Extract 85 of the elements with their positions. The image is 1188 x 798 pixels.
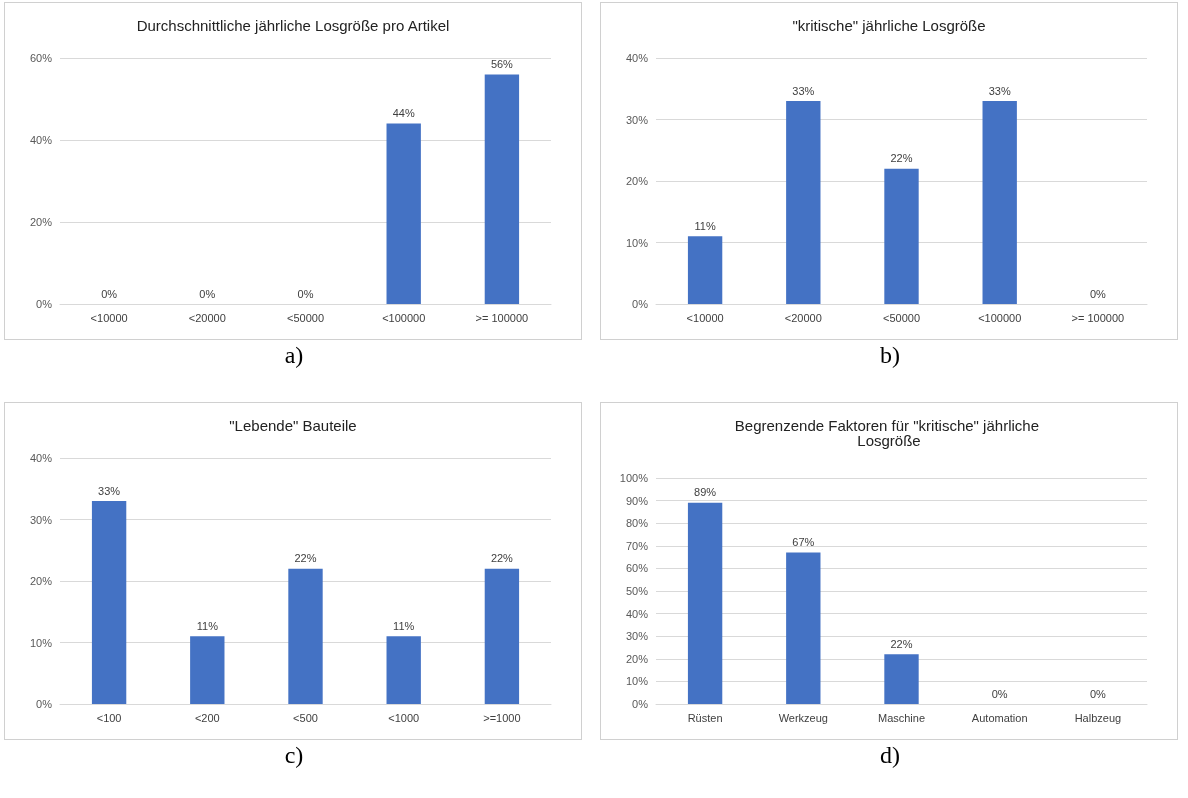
bar [386, 636, 421, 704]
bar [786, 101, 821, 304]
data-label: 89% [694, 486, 717, 499]
x-tick-label: <50000 [286, 311, 325, 324]
x-tick-label: <20000 [188, 311, 226, 324]
y-tick-label: 30% [29, 513, 53, 526]
x-tick-label: >=1000 [483, 711, 521, 724]
chart-title: "Lebende" Bauteile [229, 417, 357, 434]
data-label: 22% [294, 552, 317, 565]
y-tick-label: 30% [625, 630, 649, 643]
data-label: 0% [991, 687, 1008, 700]
data-label: 67% [792, 536, 815, 549]
x-tick-label: >= 100000 [1071, 311, 1125, 324]
y-tick-label: 20% [29, 575, 53, 587]
y-tick-label: 20% [625, 652, 649, 665]
x-tick-label: Automation [971, 711, 1028, 724]
bar [884, 654, 919, 704]
data-label: 0% [199, 287, 216, 300]
y-tick-label: 40% [29, 134, 53, 146]
data-label: 33% [98, 484, 121, 497]
y-tick-label: 10% [625, 236, 649, 249]
y-tick-label: 20% [29, 216, 53, 228]
x-tick-label: <10000 [90, 311, 128, 324]
data-label: 0% [101, 287, 118, 300]
y-tick-label: 70% [625, 539, 649, 552]
x-tick-label: <20000 [784, 311, 822, 324]
y-tick-label: 0% [632, 698, 649, 710]
bar [786, 552, 821, 704]
bar [91, 501, 127, 704]
x-tick-label: Maschine [877, 711, 926, 724]
text: d) [879, 742, 901, 769]
x-tick-label: <100 [96, 711, 122, 724]
text: b) [879, 342, 901, 369]
y-tick-label: 80% [625, 517, 649, 530]
x-tick-label: <50000 [882, 311, 921, 324]
data-label: 11% [393, 619, 415, 632]
y-tick-label: 60% [29, 52, 53, 64]
y-tick-label: 10% [625, 675, 649, 688]
bar [687, 236, 723, 304]
data-label: 0% [297, 287, 314, 300]
x-tick-label: <1000 [388, 711, 420, 724]
x-tick-label: <200 [194, 711, 220, 724]
x-tick-label: Halbzeug [1074, 711, 1122, 724]
chart-title: "kritische" jährliche Losgröße [792, 17, 986, 34]
y-tick-label: 0% [632, 298, 649, 310]
data-label: 22% [490, 552, 514, 565]
y-tick-label: 30% [625, 113, 649, 126]
y-tick-label: 0% [36, 698, 53, 710]
text: a) [283, 342, 305, 369]
y-tick-label: 40% [625, 607, 649, 620]
data-label: 22% [890, 637, 913, 650]
y-tick-label: 90% [625, 494, 649, 507]
y-tick-label: 20% [625, 175, 649, 187]
y-tick-label: 50% [625, 585, 649, 597]
text: c) [283, 742, 305, 769]
y-tick-label: 60% [625, 562, 649, 575]
data-label: 33% [988, 84, 1011, 97]
data-label: 11% [694, 219, 716, 232]
data-label: 56% [490, 57, 514, 70]
bar [884, 168, 919, 304]
bar [484, 568, 520, 704]
data-label: 44% [392, 107, 415, 120]
data-label: 22% [890, 152, 913, 165]
bar [190, 636, 225, 704]
chart-title: Durchschnittliche jährliche Losgröße pro Artikel [136, 17, 450, 34]
y-tick-label: 40% [29, 452, 53, 464]
y-tick-label: 40% [625, 52, 649, 64]
x-tick-label: Werkzeug [778, 711, 828, 724]
y-tick-label: 0% [36, 298, 53, 310]
data-label: 0% [1089, 287, 1107, 300]
bar [288, 568, 323, 704]
bar [687, 502, 723, 704]
x-tick-label: <100000 [978, 311, 1022, 324]
bar [982, 101, 1017, 304]
x-tick-label: <10000 [686, 311, 724, 324]
data-label: 0% [1089, 687, 1107, 700]
x-tick-label: >= 100000 [475, 311, 529, 324]
y-tick-label: 10% [29, 636, 53, 649]
x-tick-label: <500 [293, 711, 318, 724]
chart-title: Begrenzende Faktoren für "kritische" jährliche Losgröße [734, 417, 1044, 449]
y-tick-label: 100% [619, 472, 649, 484]
data-label: 11% [196, 619, 219, 632]
x-tick-label: <100000 [382, 311, 426, 324]
x-tick-label: Rüsten [687, 711, 723, 724]
data-label: 33% [792, 84, 815, 97]
